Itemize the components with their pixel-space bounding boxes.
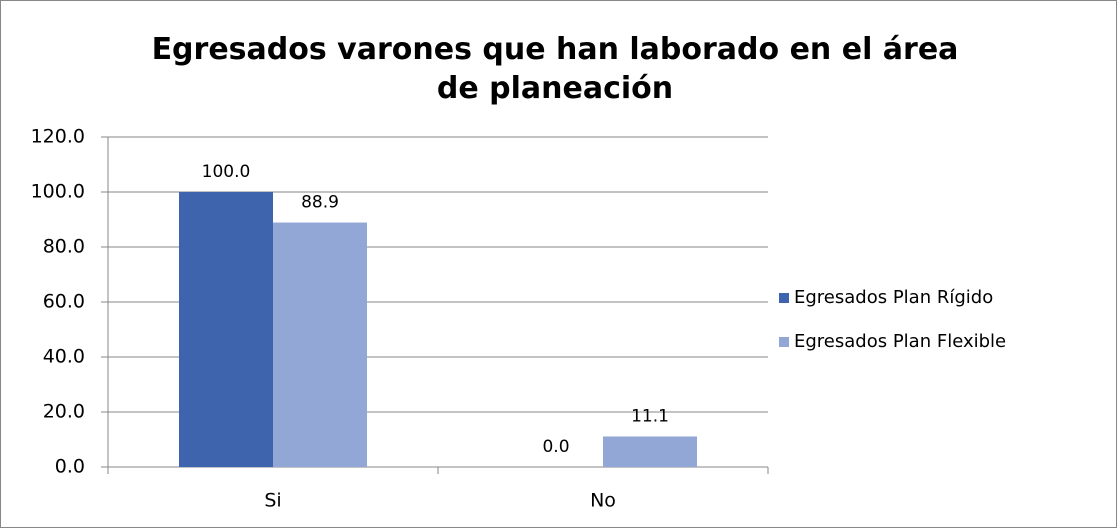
- legend-swatch: [779, 293, 789, 303]
- y-tick-label: 120.0: [31, 126, 85, 148]
- data-label: 100.0: [202, 162, 251, 182]
- y-tick-label: 20.0: [43, 401, 85, 423]
- y-tick-label: 80.0: [43, 236, 85, 258]
- x-tick-label: Si: [264, 490, 281, 512]
- legend-swatch: [779, 337, 789, 347]
- chart-title: Egresados varones que han laborado en el…: [151, 32, 959, 106]
- x-tick-label: No: [590, 490, 616, 512]
- y-tick-label: 60.0: [43, 291, 85, 313]
- data-label: 88.9: [301, 193, 339, 213]
- bar: [273, 222, 367, 467]
- data-label: 0.0: [542, 437, 569, 457]
- y-tick-label: 40.0: [43, 346, 85, 368]
- y-tick-label: 100.0: [31, 181, 85, 203]
- data-label: 11.1: [631, 406, 669, 426]
- bar: [603, 436, 697, 467]
- legend-label: Egresados Plan Rígido: [794, 287, 993, 308]
- y-tick-label: 0.0: [55, 456, 85, 478]
- bar: [179, 192, 273, 467]
- legend-label: Egresados Plan Flexible: [794, 331, 1006, 352]
